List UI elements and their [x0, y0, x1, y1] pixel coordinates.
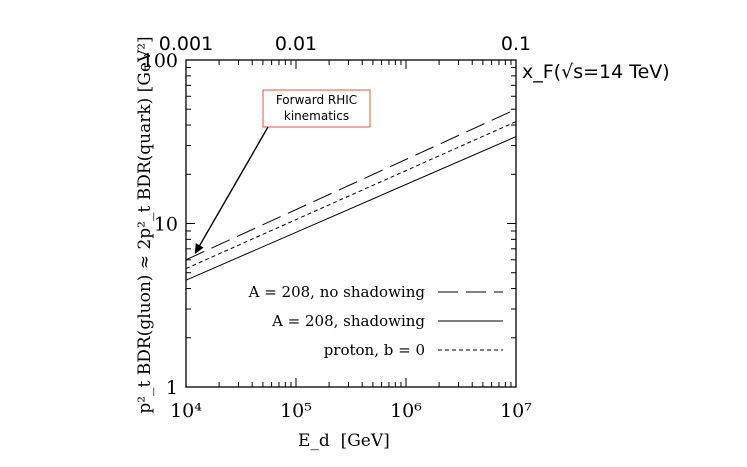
annotation: Forward RHIC kinematics: [194, 89, 371, 255]
legend-label: A = 208, no shadowing: [248, 283, 426, 301]
y-tick-label: 10: [154, 214, 178, 236]
y-axis-title: p²_t BDR(gluon) ≈ 2p²_t BDR(quark) [GeV²…: [135, 36, 155, 413]
x-axis-title: E_d [GeV]: [298, 431, 390, 451]
x-tick-label: 10⁷: [500, 400, 532, 422]
top-tick-label: 0.01: [275, 33, 317, 55]
legend-label: A = 208, shadowing: [271, 312, 425, 330]
top-tick-label: 0.001: [159, 33, 213, 55]
y-tick-label: 1: [166, 377, 178, 399]
legend: A = 208, no shadowing A = 208, shadowing p…: [248, 283, 503, 359]
x-tick-label: 10⁴: [170, 400, 202, 422]
y-tick-labels: 1 10 100: [142, 50, 178, 399]
top-tick-labels: 0.001 0.01 0.1: [159, 33, 531, 55]
annotation-arrow-head: [194, 243, 204, 255]
series-lines: [185, 108, 517, 281]
x-tick-label: 10⁵: [280, 400, 312, 422]
series-line: [185, 121, 517, 270]
annotation-box: [262, 89, 371, 128]
x-tick-label: 10⁶: [390, 400, 422, 422]
axis-ticks: [185, 60, 516, 388]
top-tick-label: 0.1: [501, 33, 531, 55]
series-line: [185, 108, 517, 261]
top-axis-title: x_F(√s=14 TeV): [522, 61, 670, 83]
legend-label: proton, b = 0: [324, 341, 425, 359]
y-tick-label: 100: [142, 50, 178, 72]
series-line: [185, 136, 517, 281]
annotation-text-line2: kinematics: [284, 109, 349, 123]
x-tick-labels: 10⁴ 10⁵ 10⁶ 10⁷: [170, 400, 532, 422]
annotation-text-line1: Forward RHIC: [276, 93, 357, 107]
annotation-arrow: [199, 126, 269, 246]
